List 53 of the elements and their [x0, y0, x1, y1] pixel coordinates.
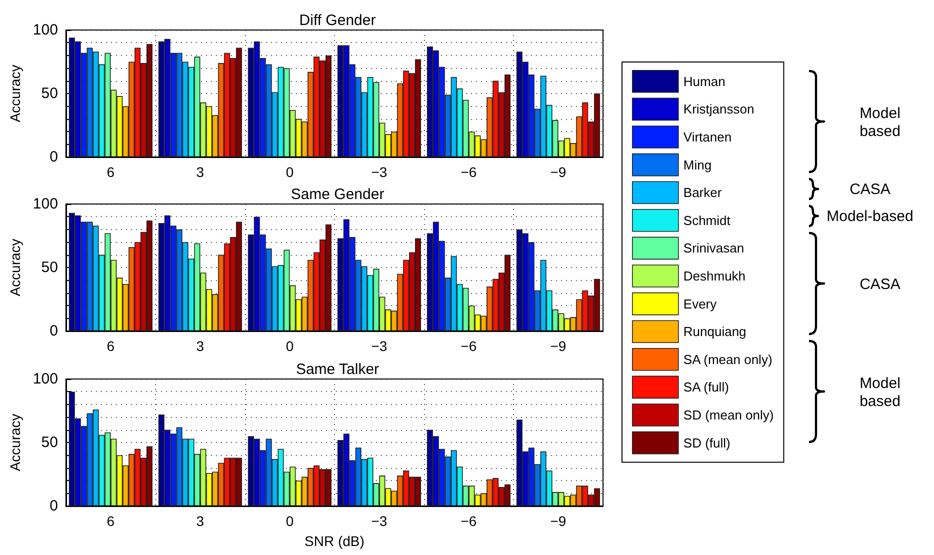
x-tick-label: −3 — [371, 164, 388, 180]
x-tick-label: −3 — [371, 513, 388, 529]
legend-label: Srinivasan — [683, 240, 744, 256]
y-axis-title: Accuracy — [7, 238, 23, 296]
y-tick-label: 50 — [41, 85, 58, 102]
legend-label: Virtanen — [683, 130, 732, 144]
chart-title: Same Talker — [296, 361, 380, 378]
legend-label: Kristjansson — [683, 102, 754, 117]
x-tick-label: −9 — [550, 338, 566, 354]
x-tick-label: −3 — [371, 338, 388, 354]
legend-label: SD (full) — [683, 435, 730, 450]
text: Model based — [860, 374, 900, 410]
x-axis-title: SNR (dB) — [304, 533, 364, 549]
y-tick-label: 50 — [41, 434, 58, 451]
legend-label: SA (mean only) — [683, 352, 772, 367]
legend-label: Runquiang — [683, 324, 746, 340]
legend-label: Barker — [683, 185, 722, 200]
chart-title: Same Gender — [290, 186, 384, 203]
text: Model-based — [826, 208, 914, 226]
x-tick-label: −9 — [550, 164, 566, 180]
y-axis-title: Accuracy — [7, 64, 23, 122]
legend-label: Deshmukh — [683, 268, 746, 284]
x-tick-label: 0 — [286, 513, 294, 529]
text: CASA — [860, 276, 900, 294]
x-tick-label: 6 — [106, 164, 115, 180]
x-tick-label: 0 — [286, 164, 294, 180]
y-tick-label: 0 — [50, 498, 58, 514]
x-tick-label: −6 — [460, 164, 477, 180]
x-tick-label: 3 — [196, 338, 204, 354]
y-tick-label: 0 — [50, 148, 58, 166]
y-tick-label: 100 — [32, 22, 58, 38]
y-tick-label: 100 — [32, 196, 58, 212]
chart-title: Diff Gender — [299, 12, 376, 29]
x-tick-label: 3 — [196, 164, 204, 180]
x-tick-label: 6 — [106, 513, 115, 529]
y-tick-label: 0 — [50, 322, 58, 340]
legend-label: SD (mean only) — [683, 408, 774, 422]
y-axis-title: Accuracy — [7, 414, 23, 472]
x-tick-label: −6 — [460, 513, 477, 529]
legend-label: Schmidt — [683, 212, 731, 228]
x-tick-label: 3 — [196, 513, 204, 529]
text: Model based — [860, 104, 900, 140]
x-tick-label: 6 — [106, 338, 115, 354]
legend-label: SA (full) — [683, 380, 729, 395]
text: CASA — [850, 181, 890, 199]
y-tick-label: 100 — [32, 370, 58, 388]
legend-label: Every — [683, 296, 718, 312]
x-tick-label: 0 — [286, 338, 294, 354]
legend-label: Human — [683, 74, 726, 89]
x-tick-label: −9 — [550, 513, 566, 529]
legend-label: Ming — [683, 157, 712, 172]
x-tick-label: −6 — [460, 338, 477, 354]
y-tick-label: 50 — [41, 259, 58, 276]
